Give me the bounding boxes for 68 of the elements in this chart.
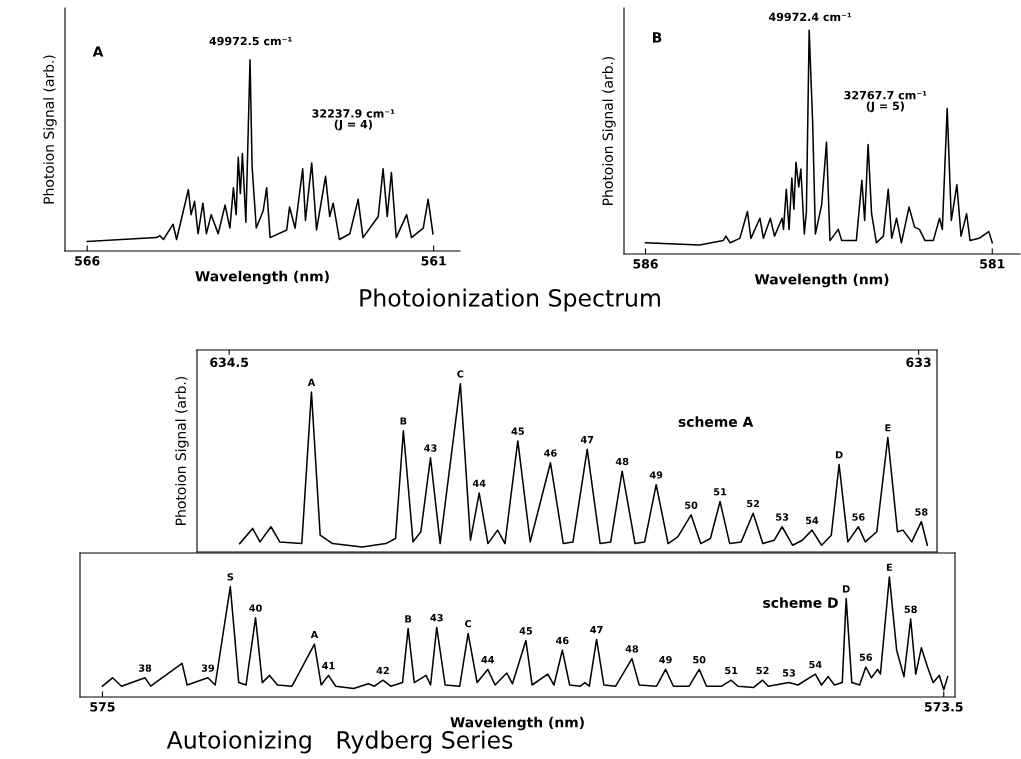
annotation: 58 <box>915 508 928 516</box>
y-axis-title: Photoion Signal (arb.) <box>175 376 189 525</box>
annotation: D <box>843 585 850 593</box>
annotation: 48 <box>625 645 639 653</box>
text: Autoionizing Rydberg Series <box>166 730 513 754</box>
x-tick-label: 633 <box>906 357 931 368</box>
annotation: 51 <box>714 488 727 496</box>
chart-title: B <box>653 32 662 43</box>
annotation: 52 <box>747 499 760 508</box>
annotation: 46 <box>556 636 569 645</box>
x-tick-label: 586 <box>633 259 658 269</box>
annotation: E <box>886 563 892 571</box>
annotation: 38 <box>138 664 152 672</box>
annotation: 46 <box>544 449 557 457</box>
annotation: A <box>307 378 316 386</box>
annotation: 44 <box>472 479 486 487</box>
annotation: 53 <box>776 513 789 521</box>
annotation: 39 <box>201 664 215 672</box>
annotation: 54 <box>809 660 822 669</box>
x-axis-title: Wavelength (nm) <box>195 270 329 285</box>
annotation: 45 <box>519 627 532 635</box>
annotation: 56 <box>859 653 873 661</box>
x-axis-title: Wavelength (nm) <box>450 716 584 731</box>
annotation: 49 <box>649 471 663 479</box>
annotation: 40 <box>249 604 262 612</box>
annotation: 41 <box>322 662 335 670</box>
x-tick-label: 575 <box>90 702 115 712</box>
annotation: 54 <box>805 516 819 525</box>
annotation: C <box>465 620 472 628</box>
x-axis-title: Wavelength (nm) <box>754 273 889 288</box>
text: scheme A <box>678 416 754 427</box>
y-axis-title: Photoion Signal (arb.) <box>602 56 616 205</box>
x-tick-label: 573.5 <box>924 702 963 712</box>
annotation: 47 <box>580 436 594 444</box>
annotation: 32237.9 cm⁻¹ (J = 4) <box>312 109 395 131</box>
text: 49972.5 cm⁻¹ <box>209 36 292 46</box>
annotation: S <box>227 573 234 581</box>
annotation: 52 <box>756 666 769 675</box>
chart-title: A <box>92 46 104 57</box>
annotation: 43 <box>424 444 437 452</box>
annotation: 58 <box>904 605 917 613</box>
annotation: 53 <box>782 669 795 677</box>
annotation: D <box>835 451 843 459</box>
x-tick-label: 561 <box>421 256 446 266</box>
annotation: 45 <box>511 427 524 435</box>
annotation: 44 <box>481 656 495 664</box>
annotation: 51 <box>725 666 738 675</box>
annotation: 56 <box>852 513 865 521</box>
x-tick-label: 581 <box>980 259 1005 269</box>
annotation: 42 <box>376 666 389 675</box>
text: Photoionization Spectrum <box>360 288 660 312</box>
annotation: C <box>457 370 464 378</box>
annotation: A <box>310 630 319 639</box>
y-axis-title: Photoion Signal (arb.) <box>43 55 57 204</box>
annotation: 32767.7 cm⁻¹ (J = 5) <box>844 90 927 113</box>
annotation: 49 <box>659 656 672 664</box>
text: 49972.4 cm⁻¹ <box>768 12 852 22</box>
annotation: 47 <box>590 626 603 634</box>
annotation: 48 <box>615 457 629 466</box>
annotation: 50 <box>693 656 706 664</box>
annotation: 50 <box>685 501 698 509</box>
annotation: E <box>885 424 891 432</box>
x-tick-label: 634.5 <box>210 357 249 368</box>
annotation: B <box>400 417 407 425</box>
text: scheme D <box>763 597 838 608</box>
annotation: B <box>405 615 412 623</box>
x-tick-label: 566 <box>75 256 100 266</box>
annotation: 43 <box>430 614 443 622</box>
